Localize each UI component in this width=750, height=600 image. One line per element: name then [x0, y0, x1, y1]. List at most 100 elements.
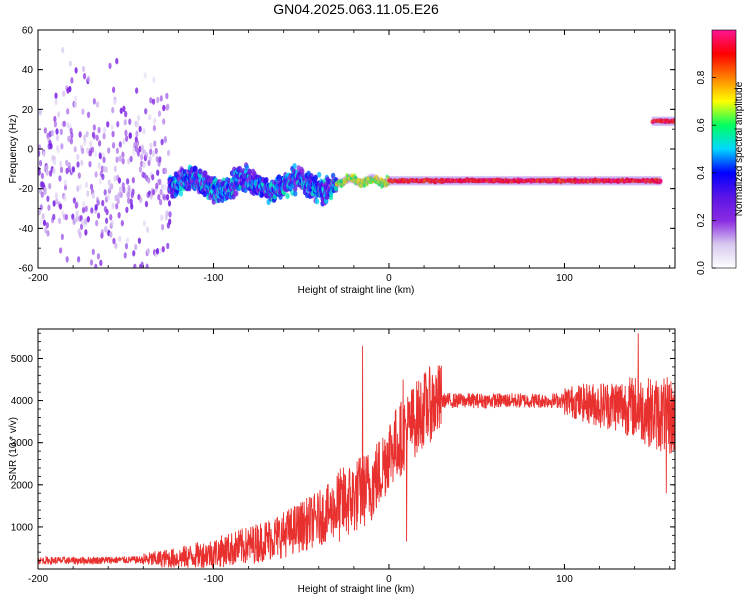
heatmap-cell — [151, 174, 155, 181]
heatmap-cell — [91, 248, 95, 256]
heatmap-cell — [82, 72, 87, 80]
heatmap-cell — [115, 57, 119, 65]
heatmap-cell — [97, 212, 101, 219]
heatmap-cell — [142, 161, 146, 168]
heatmap-cell — [137, 237, 142, 244]
heatmap-cell — [40, 172, 45, 180]
heatmap-cell — [55, 134, 60, 142]
heatmap-cell — [138, 145, 142, 153]
heatmap-cell — [96, 199, 100, 206]
heatmap-cell — [165, 194, 170, 201]
heatmap-cell — [73, 146, 77, 153]
heatmap-cell — [127, 184, 131, 192]
heatmap-cell — [119, 191, 123, 199]
heatmap-cell — [76, 161, 80, 168]
heatmap-cell — [89, 183, 94, 191]
top-y-axis-label: Frequency (Hz) — [8, 115, 19, 184]
heatmap-cell — [86, 190, 90, 197]
heatmap-cell — [162, 118, 166, 125]
heatmap-cell — [101, 151, 105, 159]
heatmap-cell — [123, 252, 127, 259]
heatmap-cell — [63, 194, 67, 201]
heatmap-cell — [38, 159, 43, 167]
heatmap-cell — [354, 175, 358, 180]
heatmap-cell — [52, 213, 56, 221]
heatmap-cell — [313, 175, 318, 182]
y-tick-label: 40 — [22, 65, 34, 76]
heatmap-cell — [285, 193, 290, 200]
x-tick-label: -100 — [203, 574, 223, 585]
heatmap-cell — [64, 213, 69, 221]
heatmap-cell — [163, 194, 167, 201]
heatmap-cell — [112, 237, 116, 245]
heatmap-cell — [166, 242, 170, 250]
heatmap-cell — [67, 135, 71, 143]
heatmap-cell — [70, 132, 74, 139]
heatmap-cell — [54, 92, 58, 99]
heatmap-cell — [62, 90, 66, 97]
colorbar-tick-label: 0.6 — [696, 118, 707, 132]
heatmap-cell — [92, 124, 96, 131]
heatmap-cell — [75, 215, 79, 223]
x-tick-label: 0 — [386, 273, 392, 284]
heatmap-cell — [145, 226, 150, 233]
heatmap-cell — [41, 213, 45, 220]
heatmap-cell — [149, 97, 153, 104]
heatmap-cell — [119, 107, 123, 114]
heatmap-cell — [178, 190, 184, 197]
heatmap-cell — [116, 197, 120, 205]
heatmap-cell — [109, 214, 113, 221]
heatmap-cell — [148, 114, 152, 121]
x-tick-label: -200 — [28, 273, 48, 284]
heatmap-cell — [84, 205, 88, 213]
heatmap-cell — [52, 158, 57, 166]
heatmap-cell — [94, 263, 98, 268]
heatmap-cell — [163, 184, 167, 191]
heatmap-cell — [45, 221, 49, 229]
heatmap-cell — [99, 259, 103, 267]
heatmap-cell — [54, 98, 58, 106]
x-tick-label: 100 — [556, 574, 573, 585]
heatmap-cell — [211, 198, 217, 205]
heatmap-cell — [89, 140, 93, 148]
heatmap-cell — [86, 75, 91, 83]
heatmap-cell — [154, 147, 158, 155]
heatmap-cell — [127, 158, 131, 165]
heatmap-cell — [86, 111, 91, 119]
heatmap-cell — [165, 92, 169, 100]
heatmap-cell — [237, 165, 243, 172]
heatmap-cell — [125, 135, 129, 142]
heatmap-cell — [59, 128, 63, 136]
y-tick-label: -60 — [19, 264, 34, 275]
heatmap-cell — [63, 179, 67, 187]
heatmap-cell — [88, 160, 92, 168]
heatmap-cell — [106, 194, 110, 201]
heatmap-cell — [243, 187, 248, 194]
heatmap-cell — [92, 98, 96, 105]
heatmap-cell — [121, 157, 125, 165]
heatmap-cell — [159, 198, 163, 206]
snr-frame — [37, 328, 676, 570]
heatmap-cell — [109, 231, 113, 238]
heatmap-cell — [81, 206, 86, 214]
heatmap-cell — [97, 140, 102, 147]
snr-series-line — [38, 333, 675, 568]
colorbar-gradient — [711, 29, 737, 269]
heatmap-cell — [39, 218, 43, 225]
heatmap-cell — [314, 198, 320, 205]
heatmap-cell — [122, 186, 126, 194]
heatmap-cell — [151, 150, 155, 157]
heatmap-cell — [126, 178, 130, 185]
y-tick-label: 1000 — [11, 522, 34, 533]
heatmap-cell — [40, 191, 44, 198]
heatmap-cell — [76, 153, 80, 161]
heatmap-cell — [144, 200, 149, 208]
heatmap-cell — [160, 138, 164, 146]
heatmap-cell — [38, 150, 41, 157]
heatmap-cell — [38, 109, 42, 116]
heatmap-cell — [94, 171, 98, 178]
heatmap-cell — [131, 188, 135, 196]
heatmap-cell — [110, 124, 114, 131]
heatmap-cell — [128, 118, 132, 125]
heatmap-cell — [163, 136, 168, 144]
